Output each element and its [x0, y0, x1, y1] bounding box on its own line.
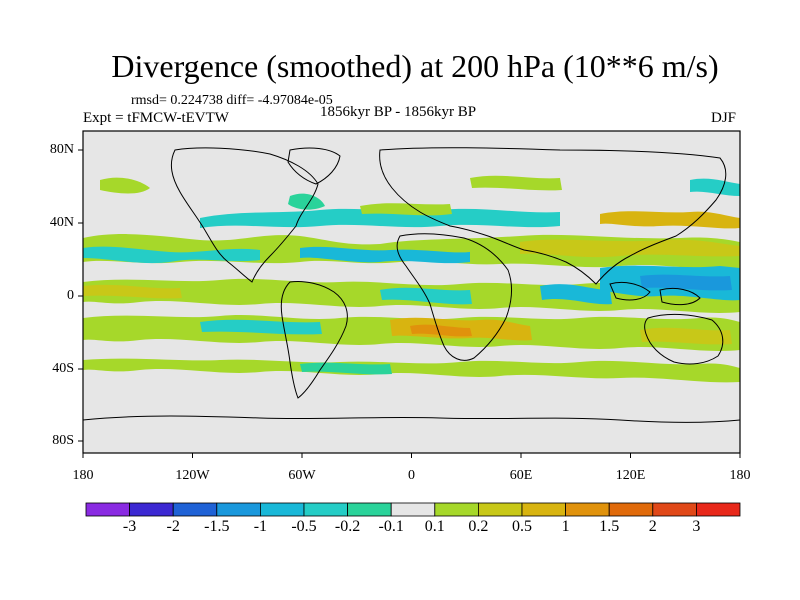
x-tick-label: 60W	[288, 468, 316, 483]
colorbar-swatch	[696, 502, 741, 517]
colorbar-label: 2	[648, 518, 657, 535]
field-blob	[83, 284, 182, 299]
colorbar-label: 0.1	[424, 518, 445, 535]
colorbar-swatch	[434, 502, 479, 517]
field-blob	[100, 177, 150, 194]
axis-ticks	[78, 149, 741, 458]
coastline	[379, 147, 727, 285]
coastlines	[83, 147, 740, 423]
x-tick-label: 60E	[509, 468, 533, 483]
colorbar-label: 3	[692, 518, 701, 535]
x-tick-label: 120W	[175, 468, 210, 483]
colorbar-swatch	[565, 502, 610, 517]
field-blob	[200, 319, 322, 335]
colorbar-swatch	[303, 502, 348, 517]
colorbar-swatch	[347, 502, 392, 517]
x-tick-label: 0	[408, 468, 415, 483]
y-tick-label: 80S	[52, 433, 74, 448]
coastline	[644, 313, 724, 365]
field-blob	[300, 246, 470, 264]
field-blob	[640, 274, 732, 291]
y-tick-label: 40S	[52, 361, 74, 376]
field-blob	[410, 324, 472, 337]
experiment-label: Expt = tFMCW-tEVTW	[83, 110, 229, 126]
y-tick-label: 0	[67, 288, 74, 303]
field-blob	[520, 239, 740, 258]
x-tick-label: 180	[72, 468, 94, 483]
colorbar-label: -2	[166, 518, 180, 535]
coastline	[83, 415, 740, 423]
field-blob	[83, 246, 260, 264]
field-blob	[288, 193, 325, 210]
colorbar-swatch	[521, 502, 566, 517]
colorbar-swatch	[477, 502, 523, 517]
field-blob	[470, 175, 562, 191]
colorbar-swatch	[259, 502, 305, 517]
field-blob	[540, 284, 612, 305]
season-label: DJF	[711, 110, 737, 126]
x-tick-label: 180	[729, 468, 751, 483]
coastline	[396, 233, 513, 361]
colorbar-swatch	[652, 502, 697, 517]
divergence-field	[83, 175, 740, 383]
colorbar-label: 0.2	[468, 518, 489, 535]
colorbar-label: -0.2	[334, 518, 361, 535]
colorbar-label: -0.5	[291, 518, 317, 535]
coastline	[170, 147, 319, 283]
colorbar-label: 0.5	[512, 518, 532, 535]
field-blob	[83, 358, 740, 383]
coastline	[287, 147, 341, 185]
colorbar-label: 1	[561, 518, 570, 535]
colorbar-swatch	[85, 502, 130, 517]
colorbar-label: -1.5	[204, 518, 230, 535]
stats-label: rmsd= 0.224738 diff= -4.97084e-05	[131, 93, 333, 108]
colorbar	[85, 502, 741, 517]
colorbar-label: -0.1	[378, 518, 404, 535]
y-tick-label: 80N	[49, 142, 74, 157]
field-blob	[200, 208, 560, 228]
field-blob	[640, 327, 732, 345]
coastline	[609, 281, 651, 301]
field-blob	[360, 203, 452, 216]
colorbar-label: -1	[253, 518, 268, 535]
coastline	[280, 281, 348, 399]
field-blob	[690, 178, 740, 196]
field-blob	[600, 211, 740, 229]
colorbar-swatch	[172, 502, 218, 517]
coastline	[659, 287, 701, 306]
y-tick-label: 40N	[49, 215, 74, 230]
colorbar-swatch	[608, 502, 654, 517]
map-title: Divergence (smoothed) at 200 hPa (10**6 …	[111, 48, 719, 84]
colorbar-swatch	[216, 502, 261, 517]
colorbar-swatch	[390, 502, 436, 517]
x-tick-label: 120E	[615, 468, 646, 483]
colorbar-label: -3	[122, 518, 137, 535]
period-label: 1856kyr BP - 1856kyr BP	[320, 104, 477, 120]
colorbar-swatch	[129, 502, 174, 517]
colorbar-label: 1.5	[599, 518, 620, 535]
